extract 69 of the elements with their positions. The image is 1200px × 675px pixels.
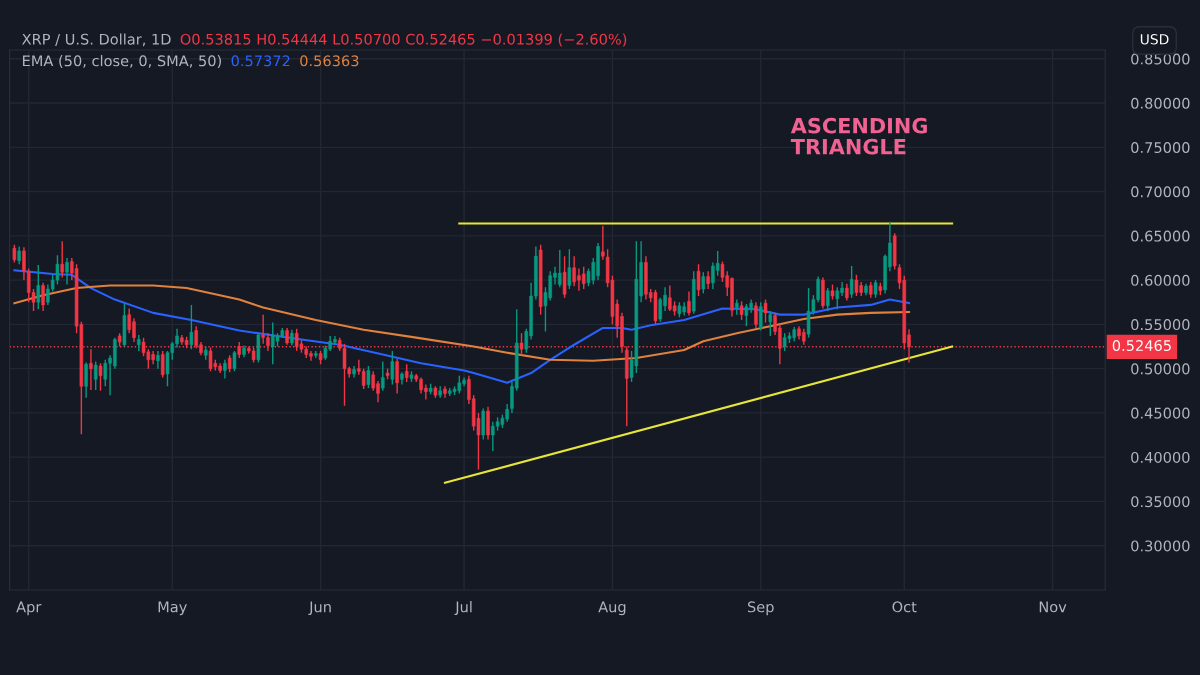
y-tick-label: 0.65000: [1131, 230, 1190, 242]
candlestick: [849, 265, 854, 299]
y-tick-label: 0.75000: [1131, 142, 1190, 154]
candlestick: [160, 350, 165, 379]
x-tick-label: Jul: [454, 601, 472, 616]
y-tick-label: 0.35000: [1131, 496, 1190, 508]
candlestick: [55, 254, 60, 286]
candlestick: [658, 297, 663, 323]
text: O0.53815 H0.54444 L0.50700 C0.52465 −0.01399 (−2.60%): [180, 33, 627, 47]
candlestick: [395, 358, 399, 395]
candlestick: [806, 287, 811, 339]
candlestick: [60, 240, 64, 279]
candlestick: [758, 301, 763, 332]
candlestick: [93, 360, 98, 391]
y-tick-label: 0.55000: [1131, 319, 1190, 331]
y-tick-label: 0.85000: [1131, 53, 1190, 65]
candlestick: [854, 274, 859, 297]
y-tick-label: 0.60000: [1131, 274, 1190, 286]
chart-subtitle: EMA (50, close, 0, SMA, 50): [23, 55, 221, 69]
candlestick: [519, 332, 524, 357]
candlestick: [232, 350, 237, 372]
y-tick-label: 0.50000: [1131, 363, 1190, 375]
candlestick: [223, 359, 227, 380]
candlestick: [754, 301, 758, 329]
candlestick: [825, 287, 830, 312]
y-tick-label: 0.30000: [1131, 540, 1190, 552]
candlestick: [189, 304, 194, 350]
candlestick: [581, 266, 586, 290]
x-tick-label: Sep: [747, 601, 774, 616]
y-tick-label: 0.40000: [1131, 451, 1190, 463]
x-tick-label: Aug: [598, 601, 626, 616]
candlestick: [36, 264, 41, 311]
candlestick: [41, 282, 45, 312]
candlestick: [701, 271, 706, 295]
ref-line-label: 0.52465: [1112, 340, 1171, 352]
candlestick: [739, 300, 744, 321]
candlestick: [687, 290, 691, 317]
y-axis-title: USD: [1140, 34, 1169, 45]
candlestick: [562, 255, 567, 299]
candlestick: [768, 310, 773, 337]
candlestick: [763, 298, 768, 324]
candlestick: [744, 303, 749, 327]
candlestick: [567, 248, 572, 290]
candlestick: [696, 263, 701, 297]
annotation: 0.56363: [300, 55, 359, 67]
y-tick-label: 0.80000: [1131, 97, 1190, 109]
x-tick-label: Nov: [1039, 601, 1067, 613]
x-tick-label: May: [158, 601, 187, 616]
candlestick: [486, 406, 490, 441]
candlestick: [481, 407, 486, 441]
candlestick: [156, 350, 160, 370]
candlestick: [103, 359, 108, 388]
annotation: 0.57372: [231, 55, 290, 67]
x-tick-label: Oct: [892, 601, 917, 613]
annotation: ASCENDING TRIANGLE: [790, 117, 927, 155]
candlestick: [98, 362, 103, 392]
y-tick-label: 0.70000: [1131, 186, 1190, 198]
x-tick-label: Apr: [16, 601, 42, 616]
y-tick-label: 0.45000: [1131, 407, 1190, 419]
candlestick: [835, 286, 840, 311]
chart-title: XRP / U.S. Dollar, 1D: [22, 33, 171, 47]
candlestick: [65, 257, 69, 286]
candlestick: [366, 365, 371, 389]
candlestick: [361, 367, 366, 390]
candlestick: [390, 350, 395, 386]
line-series: [13, 284, 911, 362]
candlestick: [84, 361, 88, 399]
x-tick-label: Jun: [308, 601, 331, 616]
candlestick: [381, 360, 385, 392]
